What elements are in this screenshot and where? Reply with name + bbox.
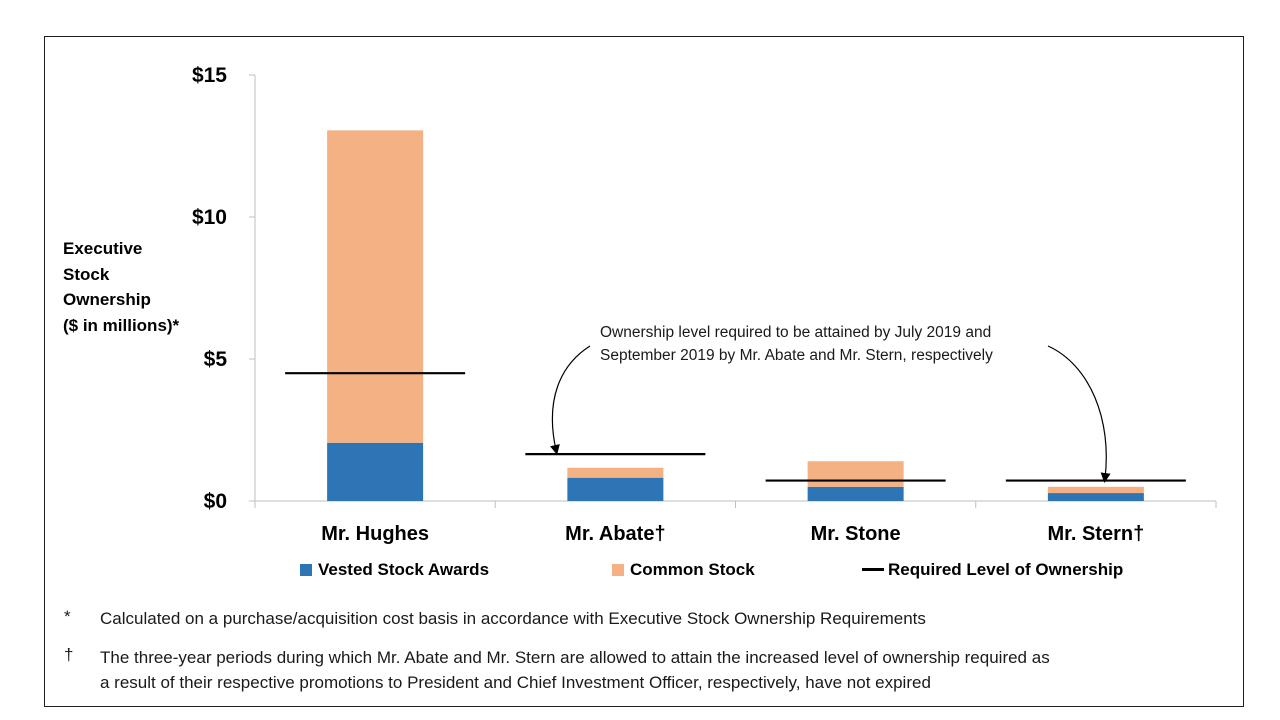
legend-swatch-vested xyxy=(300,564,312,576)
x-tick-label: Mr. Abate† xyxy=(565,523,665,545)
y-axis-label: Executive Stock Ownership ($ in millions… xyxy=(63,236,179,338)
bar-common-stock xyxy=(807,461,904,487)
y-tick-label: $5 xyxy=(204,348,228,371)
footnote-mark: * xyxy=(64,607,71,626)
bar-common-stock xyxy=(327,130,424,443)
y-axis-label-line: Executive xyxy=(63,239,143,258)
footnote-line: a result of their respective promotions … xyxy=(100,673,931,692)
legend-item-common: Common Stock xyxy=(612,560,755,580)
footnote-mark: † xyxy=(64,645,74,664)
footnote-text: Calculated on a purchase/acquisition cos… xyxy=(100,606,926,631)
bar-vested-stock-awards xyxy=(327,442,424,501)
y-axis-label-line: Stock xyxy=(63,264,110,284)
annotation-note: Ownership level required to be attained … xyxy=(600,321,993,367)
y-tick-label: $10 xyxy=(192,206,227,229)
bar-vested-stock-awards xyxy=(567,477,664,501)
footnote-text: The three-year periods during which Mr. … xyxy=(100,645,1050,695)
x-tick-label: Mr. Stern† xyxy=(1048,523,1145,545)
legend-label: Required Level of Ownership xyxy=(888,560,1124,579)
y-tick-label: $0 xyxy=(204,490,227,513)
y-axis-label-line: ($ in millions)* xyxy=(63,315,180,335)
x-tick-label: Mr. Hughes xyxy=(321,523,429,545)
bar-common-stock xyxy=(1047,486,1144,494)
chart-frame xyxy=(44,36,1244,707)
legend-item-required: Required Level of Ownership xyxy=(862,560,1123,580)
bar-vested-stock-awards xyxy=(807,486,904,501)
y-axis-label-line: Ownership xyxy=(63,290,151,309)
annotation-line: September 2019 by Mr. Abate and Mr. Ster… xyxy=(600,347,993,364)
annotation-arrow-abate xyxy=(550,345,591,455)
annotation-arrow-stern xyxy=(1047,345,1111,483)
legend-label: Common Stock xyxy=(630,560,755,579)
legend-label: Vested Stock Awards xyxy=(318,560,490,579)
footnote-line: The three-year periods during which Mr. … xyxy=(100,648,1050,667)
footnote-line: Calculated on a purchase/acquisition cos… xyxy=(100,609,926,628)
legend-swatch-common xyxy=(612,564,624,576)
x-tick-label: Mr. Stone xyxy=(811,523,901,545)
annotation-line: Ownership level required to be attained … xyxy=(600,324,992,341)
bar-common-stock xyxy=(567,467,664,478)
bar-vested-stock-awards xyxy=(1047,493,1144,501)
legend-item-vested: Vested Stock Awards xyxy=(300,560,489,580)
legend-line-required xyxy=(862,568,884,571)
y-tick-label: $15 xyxy=(192,64,227,87)
